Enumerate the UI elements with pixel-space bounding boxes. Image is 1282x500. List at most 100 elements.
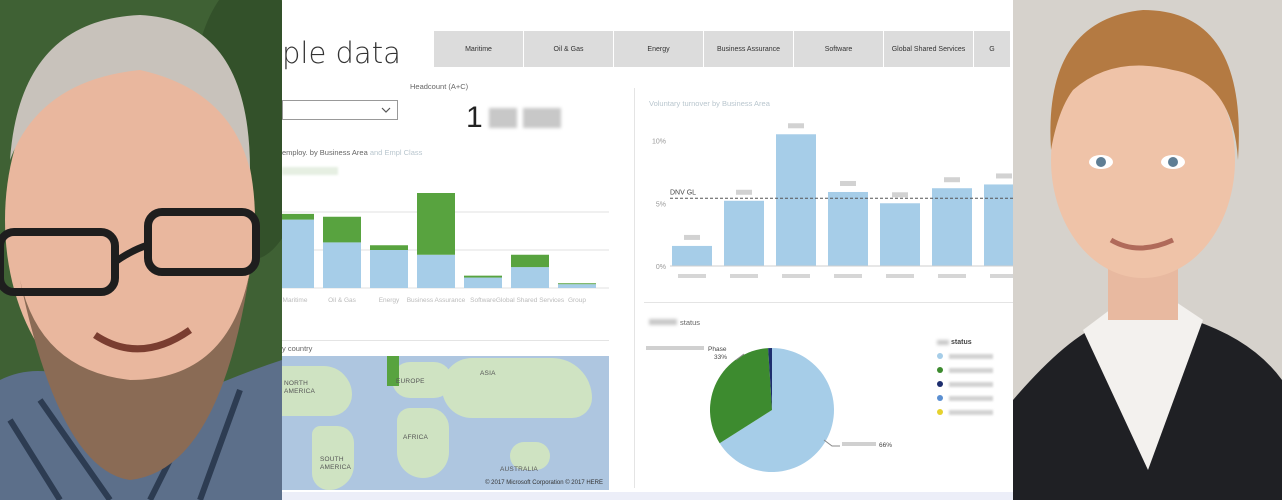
map-label-america: AMERICA [284,388,316,395]
tab-software[interactable]: Software [794,31,883,67]
legend-label-redacted-3 [949,395,993,401]
emp-bar-2-0 [370,250,408,288]
center-divider [634,88,635,488]
emp-cat-label-6: Group [568,297,586,304]
emp-bar-1-0 [323,242,361,288]
legend-title-row: status [937,335,993,349]
turnover-ytick-2: 0% [656,264,666,271]
tab-oil-gas[interactable]: Oil & Gas [524,31,613,67]
status-chart-title-redacted [649,319,677,325]
employees-chart-label-faded: and Empl Class [369,148,423,157]
legend-item-4[interactable] [937,405,993,419]
pie-callout-phase-pct: 33% [714,354,727,361]
headcount-redacted-1 [488,108,517,128]
tab-group[interactable]: G [974,31,1010,67]
emp-bar-3-0 [417,254,455,288]
legend-item-3[interactable] [937,391,993,405]
map-label-australia: AUSTRALIA [500,466,538,473]
emp-bar-4-0 [464,277,502,288]
employees-chart-title: employ. by Business Area and Empl Class [282,148,422,157]
right-divider [644,302,1013,303]
turnover-bar-5 [932,188,972,266]
status-chart-title: status [649,318,700,327]
legend-dot-1 [937,367,943,373]
pie-slice-1 [710,348,772,444]
map-label-asia: ASIA [480,370,496,377]
turnover-cat-label-6 [990,274,1013,278]
turnover-reference-label: DNV GL [670,189,696,196]
legend-item-1[interactable] [937,363,993,377]
legend-label-redacted-4 [949,409,993,415]
legend-label-redacted-0 [949,353,993,359]
page-title: ple data [282,36,401,70]
business-area-tabs: Maritime Oil & Gas Energy Business Assur… [434,31,1011,67]
map-label-south-america: AMERICA [320,464,352,471]
turnover-ytick-0: 10% [652,139,666,146]
legend-title: status [951,338,972,346]
emp-bar-5-0 [511,267,549,288]
turnover-cat-label-2 [782,274,810,278]
legend-dot-2 [937,381,943,387]
pie-slice-0 [719,348,834,472]
headcount-digit: 1 [466,101,483,134]
emp-cat-label-5: Global Shared Services [496,297,565,304]
emp-bar-6-0 [558,284,596,288]
employees-chart-legend-redacted [282,167,338,175]
turnover-bar-label-6 [996,173,1012,179]
emp-cat-label-0: Maritime [283,297,308,304]
turnover-cat-label-0 [678,274,706,278]
world-map[interactable]: NORTH AMERICA EUROPE ASIA AFRICA SOUTH A… [282,356,609,490]
turnover-cat-label-4 [886,274,914,278]
legend-item-0[interactable] [937,349,993,363]
turnover-bar-2 [776,134,816,266]
turnover-cat-label-3 [834,274,862,278]
turnover-bar-6 [984,184,1013,266]
turnover-bar-label-0 [684,234,700,240]
right-person-photo [1013,0,1282,500]
emp-bar-2-1 [370,245,408,250]
left-person-illustration [0,0,282,500]
map-copyright: © 2017 Microsoft Corporation © 2017 HERE [485,480,603,486]
turnover-bar-label-1 [736,189,752,195]
filter-dropdown[interactable] [282,100,398,120]
legend-dot-0 [937,353,943,359]
tab-business-assurance[interactable]: Business Assurance [704,31,793,67]
powerbi-dashboard: ple data Maritime Oil & Gas Energy Busin… [282,0,1013,500]
turnover-bar-label-5 [944,177,960,183]
voluntary-turnover-chart: 10% 5% 0% DNV GL [652,123,1013,278]
turnover-cat-label-5 [938,274,966,278]
tab-energy[interactable]: Energy [614,31,703,67]
legend-label-redacted-2 [949,381,993,387]
legend-item-2[interactable] [937,377,993,391]
pie-slice-2 [768,348,772,410]
legend-dot-4 [937,409,943,415]
map-label-europe: EUROPE [396,378,425,385]
headcount-redacted-2 [522,108,561,128]
turnover-chart-title: Voluntary turnover by Business Area [649,99,770,108]
turnover-bar-label-3 [840,180,856,186]
emp-cat-label-2: Energy [379,297,400,304]
turnover-bar-0 [672,245,712,266]
emp-bar-1-1 [323,216,361,243]
emp-bar-0-1 [282,213,314,220]
turnover-chart-label: Voluntary turnover by Business Area [649,99,770,108]
emp-bar-0-0 [282,219,314,288]
emp-bar-6-1 [558,283,596,285]
tab-maritime[interactable]: Maritime [434,31,523,67]
turnover-bar-label-4 [892,192,908,198]
pie-callout-rest-pct: 66% [879,442,892,449]
turnover-bar-1 [724,200,764,266]
left-divider [282,340,609,341]
tab-global-shared-services[interactable]: Global Shared Services [884,31,973,67]
legend-items [937,349,993,419]
legend-title-redacted [937,339,949,345]
emp-bar-3-1 [417,193,455,255]
status-chart-label: status [680,318,701,327]
emp-cat-label-1: Oil & Gas [328,297,357,304]
map-label-africa: AFRICA [403,434,429,441]
turnover-bar-label-2 [788,123,804,129]
employees-by-business-area-chart: Maritime Oil & Gas Energy Business Assuranc… [282,193,609,304]
legend-dot-3 [937,395,943,401]
map-title: y country [282,344,313,353]
